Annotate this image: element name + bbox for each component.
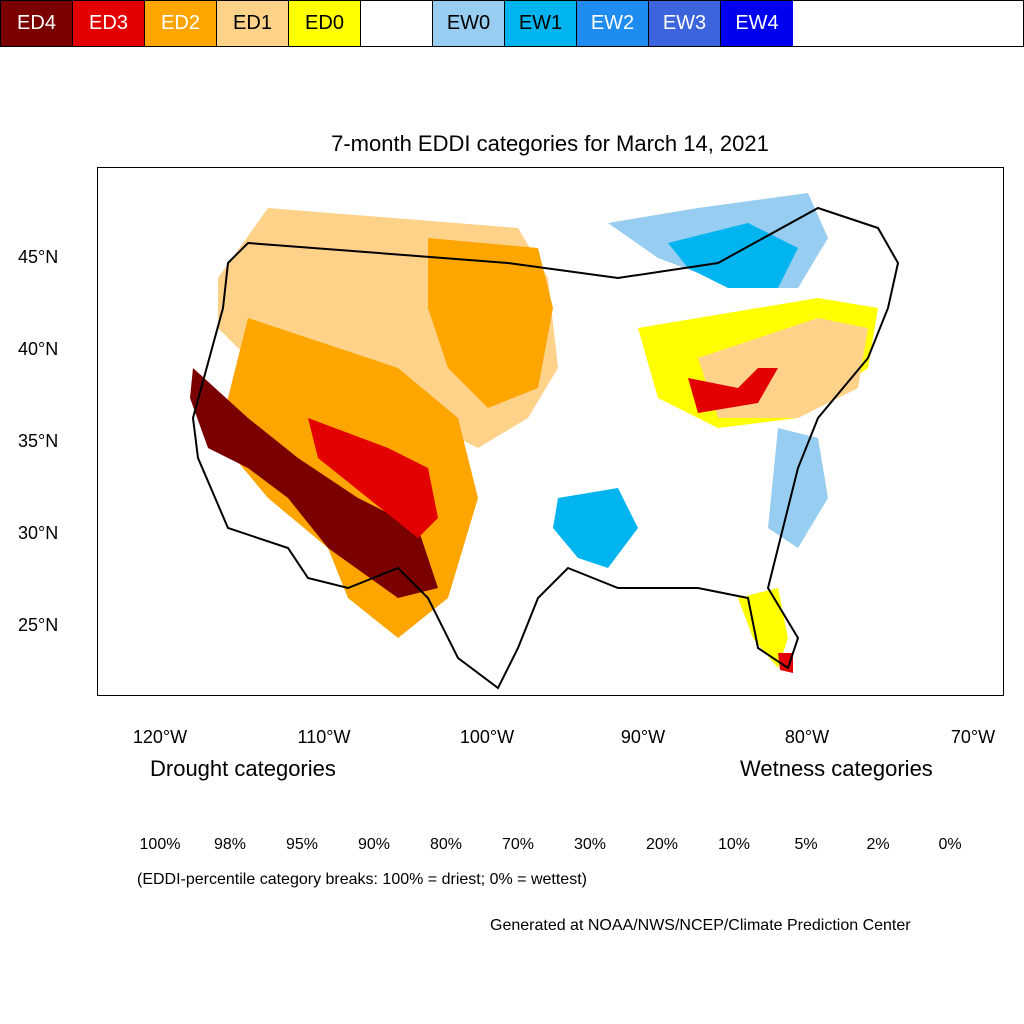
ew1-region-lower-mississippi	[553, 488, 638, 568]
legend-ed0: ED0	[289, 1, 361, 46]
lon-label-70: 70°W	[950, 727, 996, 747]
lat-label-30: 30°N	[18, 523, 59, 543]
pct-70: 70%	[501, 836, 535, 853]
legend-bar: ED4 ED3 ED2 ED1 ED0 EW0 EW1 EW2 EW3 EW4	[0, 0, 1024, 47]
lat-label-25: 25°N	[18, 615, 59, 635]
lat-label-35: 35°N	[18, 431, 59, 451]
lon-label-110: 110°W	[297, 727, 351, 747]
ed4-region-southwest	[190, 368, 438, 598]
breaks-note: (EDDI-percentile category breaks: 100% =…	[137, 871, 587, 888]
lon-label-80: 80°W	[784, 727, 830, 747]
credit: Generated at NOAA/NWS/NCEP/Climate Predi…	[490, 917, 911, 934]
legend-ew4: EW4	[721, 1, 793, 46]
legend-ed1: ED1	[217, 1, 289, 46]
legend-ew1: EW1	[505, 1, 577, 46]
ed2-region-plains	[428, 238, 553, 408]
coastline	[191, 206, 900, 690]
lon-label-90: 90°W	[620, 727, 666, 747]
pct-10: 10%	[717, 836, 751, 853]
pct-80: 80%	[429, 836, 463, 853]
legend-ed2: ED2	[145, 1, 217, 46]
lon-label-100: 100°W	[459, 727, 515, 747]
pct-0: 0%	[938, 836, 962, 853]
pct-30: 30%	[573, 836, 607, 853]
ed3-region-southwest	[308, 418, 438, 538]
eddi-map	[190, 193, 900, 690]
pct-20: 20%	[645, 836, 679, 853]
wetness-heading: Wetness categories	[740, 756, 933, 781]
ew0-region-southeast	[768, 428, 828, 548]
pct-95: 95%	[285, 836, 319, 853]
pct-2: 2%	[866, 836, 890, 853]
drought-heading: Drought categories	[150, 756, 336, 781]
pct-90: 90%	[357, 836, 391, 853]
ed3-region-ohio	[688, 368, 778, 413]
lat-label-40: 40°N	[18, 339, 59, 359]
legend-ew0: EW0	[433, 1, 505, 46]
pct-98: 98%	[213, 836, 247, 853]
legend-normal	[361, 1, 433, 46]
ed3-region-florida	[778, 653, 793, 673]
legend-ed3: ED3	[73, 1, 145, 46]
lon-label-120: 120°W	[132, 727, 188, 747]
legend-ed4: ED4	[1, 1, 73, 46]
map-panel	[97, 167, 1004, 696]
map-title: 7-month EDDI categories for March 14, 20…	[331, 131, 769, 156]
pct-5: 5%	[794, 836, 818, 853]
legend-ew2: EW2	[577, 1, 649, 46]
lat-label-45: 45°N	[18, 247, 59, 267]
pct-100: 100%	[139, 836, 181, 853]
legend-ew3: EW3	[649, 1, 721, 46]
